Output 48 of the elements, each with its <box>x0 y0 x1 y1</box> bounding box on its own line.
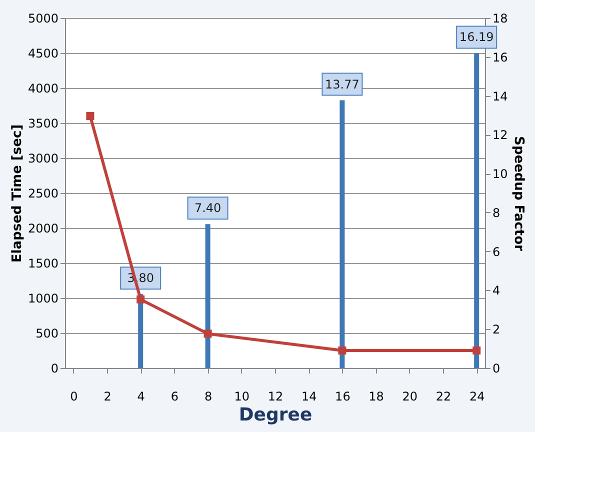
x-axis-title: Degree <box>238 404 312 426</box>
data-label: 7.40 <box>194 201 222 216</box>
y-tick-label: 4000 <box>28 82 58 96</box>
y-axis-title: Elapsed Time [sec] <box>10 124 25 263</box>
y2-tick-label: 2 <box>492 322 500 337</box>
y2-tick-label: 14 <box>492 89 508 104</box>
y2-tick-label: 16 <box>492 50 508 64</box>
x-tick-label: 8 <box>204 390 212 404</box>
x-tick-label: 4 <box>137 390 145 404</box>
y2-tick-label: 4 <box>492 284 500 298</box>
x-tick-label: 14 <box>301 390 317 404</box>
y2-tick-label: 8 <box>492 206 500 220</box>
bar <box>474 53 480 368</box>
data-label: 13.77 <box>325 77 360 92</box>
data-label: 16.19 <box>459 30 494 44</box>
y-tick-label: 0 <box>50 362 58 376</box>
y-tick-label: 500 <box>36 326 58 340</box>
point <box>136 295 145 304</box>
y2-tick-label: 18 <box>492 12 508 26</box>
y-tick-label: 3500 <box>28 116 58 130</box>
x-tick-label: 2 <box>104 390 112 404</box>
x-tick-label: 0 <box>70 390 78 404</box>
x-tick-label: 20 <box>402 390 418 404</box>
y2-tick-label: 6 <box>492 244 500 259</box>
point <box>204 330 212 338</box>
x-tick-label: 12 <box>268 390 284 404</box>
x-tick-label: 16 <box>335 390 350 404</box>
x-tick-label: 24 <box>469 390 485 404</box>
y-tick-label: 4500 <box>28 46 58 60</box>
point <box>338 346 346 354</box>
y2-tick-label: 12 <box>492 128 508 142</box>
x-tick-label: 18 <box>368 390 384 404</box>
bar <box>205 224 210 368</box>
y-tick-label: 1500 <box>28 256 58 270</box>
x-tick-label: 6 <box>170 390 179 404</box>
y-tick-label: 5000 <box>28 12 58 26</box>
x-tick-label: 22 <box>436 390 452 404</box>
bar <box>340 100 345 368</box>
y2-tick-label: 10 <box>492 167 508 182</box>
y-tick-label: 2500 <box>28 186 58 200</box>
point <box>86 112 94 120</box>
point <box>472 346 481 354</box>
x-tick-label: 10 <box>234 390 250 404</box>
y-tick-label: 2000 <box>28 222 58 236</box>
y2-axis-title: Speedup Factor <box>510 136 526 252</box>
y-tick-label: 3000 <box>28 152 58 166</box>
y2-tick-label: 0 <box>492 362 500 376</box>
y-tick-label: 1000 <box>28 292 58 306</box>
